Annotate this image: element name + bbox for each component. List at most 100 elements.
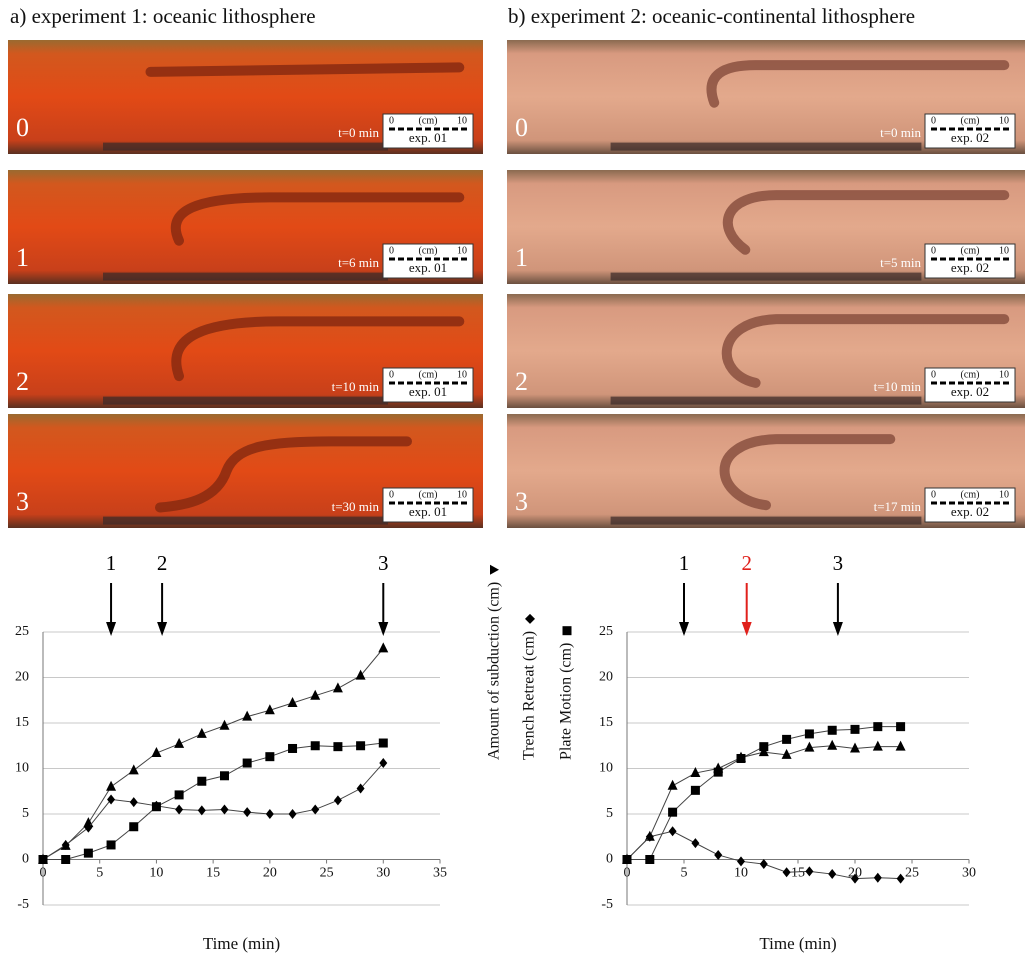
triangle-marker — [264, 704, 275, 715]
diamond-marker — [828, 869, 837, 880]
scale-box — [382, 487, 474, 523]
square-marker — [645, 855, 655, 864]
x-tick-label: 25 — [905, 866, 919, 881]
triangle-marker — [872, 740, 883, 751]
x-tick-label: 0 — [624, 866, 631, 881]
scale-max: 10 — [457, 245, 467, 256]
triangle-marker — [196, 727, 207, 738]
triangle-marker — [667, 779, 678, 790]
square-marker — [61, 855, 71, 864]
slab — [723, 190, 1010, 255]
scale-box — [382, 113, 474, 149]
x-tick-label: 20 — [848, 866, 862, 881]
slab — [170, 192, 465, 246]
x-axis-label: Time (min) — [759, 934, 836, 953]
triangle-marker — [804, 741, 815, 752]
time-label: t=10 min — [874, 379, 922, 394]
slab — [145, 62, 465, 77]
square-marker — [219, 771, 229, 781]
y-tick-label: 0 — [22, 852, 29, 867]
square-marker — [713, 767, 723, 777]
diamond-marker — [243, 807, 252, 818]
square-marker — [804, 729, 814, 739]
exp-label: exp. 01 — [409, 260, 447, 275]
y-tick-label: 10 — [15, 761, 29, 776]
exp-label: exp. 01 — [409, 384, 447, 399]
exp-label: exp. 01 — [409, 504, 447, 519]
square-marker — [333, 742, 343, 752]
triangle-marker — [128, 764, 139, 775]
scale-unit: (cm) — [961, 489, 980, 500]
x-tick-label: 5 — [96, 866, 103, 881]
x-tick-label: 0 — [40, 866, 47, 881]
square-marker — [288, 743, 298, 753]
scale-unit: (cm) — [961, 369, 980, 380]
square-marker — [265, 752, 275, 762]
arrow-head — [378, 622, 389, 636]
diamond-marker — [873, 872, 882, 883]
scale-unit: (cm) — [419, 245, 438, 256]
exp-label: exp. 02 — [951, 260, 989, 275]
scale-max: 10 — [999, 245, 1009, 256]
time-label: t=30 min — [332, 499, 380, 514]
stage-number: 0 — [16, 113, 29, 142]
triangle-marker — [242, 710, 253, 721]
y-tick-label: 25 — [15, 624, 29, 639]
arrow-label: 2 — [741, 551, 752, 575]
tank-floor — [103, 516, 388, 525]
legend-label: Plate Motion (cm) — [558, 643, 575, 760]
square-marker — [690, 785, 700, 795]
tank-floor — [103, 396, 388, 405]
x-tick-label: 15 — [791, 866, 805, 881]
triangle-marker — [690, 767, 701, 778]
y-tick-label: 5 — [606, 806, 613, 821]
diamond-marker — [645, 831, 654, 842]
scale-min: 0 — [931, 115, 936, 126]
diamond-marker — [714, 849, 723, 860]
scale-max: 10 — [457, 489, 467, 500]
diamond-marker — [379, 758, 388, 769]
square-marker — [668, 807, 678, 817]
arrow-head — [679, 622, 689, 636]
square-marker — [197, 776, 207, 786]
scale-unit: (cm) — [419, 489, 438, 500]
scale-min: 0 — [931, 489, 936, 500]
x-tick-label: 20 — [263, 866, 277, 881]
y-tick-label: -5 — [601, 897, 613, 912]
square-marker — [106, 840, 116, 850]
exp-label: exp. 01 — [409, 130, 447, 145]
y-tick-label: 5 — [22, 806, 29, 821]
tank-floor — [610, 142, 922, 151]
scale-min: 0 — [931, 369, 936, 380]
series-line — [42, 762, 384, 860]
square-marker — [736, 753, 746, 763]
tank-floor — [103, 142, 388, 151]
scale-min: 0 — [931, 245, 936, 256]
panel-title: a) experiment 1: oceanic lithosphere — [10, 4, 316, 28]
stage-number: 0 — [515, 113, 528, 142]
diamond-marker — [691, 838, 700, 849]
diamond-marker — [356, 783, 365, 794]
scale-box — [924, 243, 1016, 279]
square-marker — [356, 741, 366, 751]
x-tick-label: 10 — [734, 866, 748, 881]
diamond-marker — [668, 826, 677, 837]
x-tick-label: 5 — [681, 866, 688, 881]
time-label: t=17 min — [874, 499, 922, 514]
diamond-marker — [175, 804, 184, 815]
triangle-marker — [151, 747, 162, 758]
stage-number: 3 — [515, 487, 528, 516]
series-line — [42, 648, 384, 860]
legend-marker — [490, 564, 499, 575]
scale-max: 10 — [999, 115, 1009, 126]
scale-box — [924, 367, 1016, 403]
scale-box — [924, 487, 1016, 523]
scale-max: 10 — [999, 369, 1009, 380]
triangle-marker — [219, 719, 230, 730]
stage-number: 2 — [16, 367, 29, 396]
slab — [721, 314, 1010, 388]
scale-min: 0 — [389, 489, 394, 500]
x-axis-label: Time (min) — [203, 934, 280, 953]
diamond-marker — [737, 856, 745, 867]
diamond-marker — [129, 797, 138, 808]
